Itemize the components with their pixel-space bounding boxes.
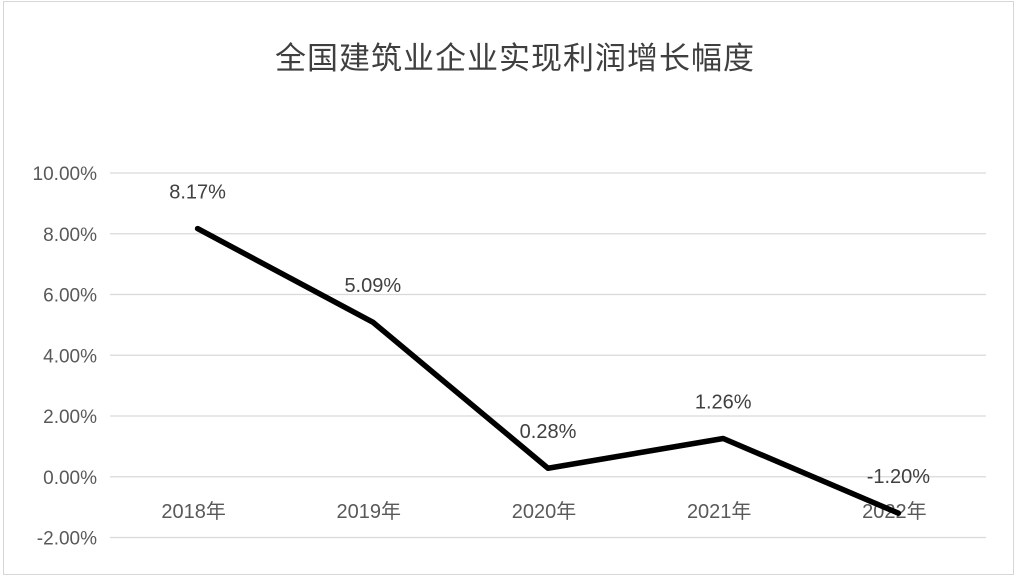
chart-title: 全国建筑业企业实现利润增长幅度 (275, 41, 755, 77)
x-axis-tick-label: 2019年 (337, 500, 402, 523)
data-point-label: 8.17% (169, 182, 226, 204)
data-point-label: 0.28% (520, 421, 577, 443)
y-axis-tick-label: 6.00% (43, 286, 97, 307)
data-point-label: 1.26% (695, 391, 752, 413)
x-axis-tick-label: 2018年 (161, 500, 226, 523)
y-axis-tick-label: 4.00% (43, 346, 97, 367)
data-point-label: -1.20% (867, 466, 931, 488)
y-axis-tick-label: 10.00% (33, 164, 98, 185)
series-line (194, 225, 902, 516)
x-axis-tick-label: 2020年 (512, 500, 577, 523)
y-axis-tick-label: -2.00% (37, 529, 97, 550)
x-axis-tick-label: 2021年 (687, 500, 752, 523)
y-axis-tick-label: 0.00% (43, 468, 97, 489)
y-axis-tick-label: 8.00% (43, 225, 97, 246)
y-axis-tick-label: 2.00% (43, 407, 97, 428)
data-point-label: 5.09% (344, 275, 401, 297)
